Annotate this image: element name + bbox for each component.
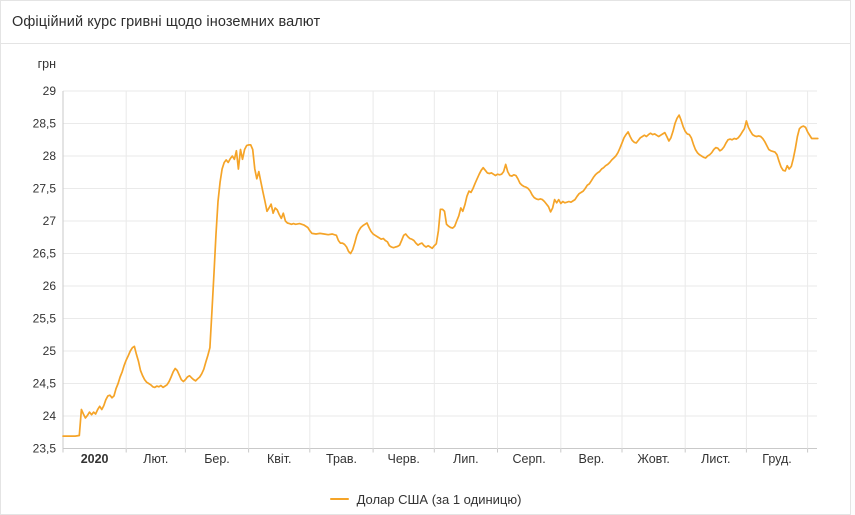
y-tick-label: 24,5 xyxy=(33,377,57,391)
legend-item-usd[interactable]: Долар США (за 1 одиницю) xyxy=(329,491,522,507)
x-tick-label: 2020 xyxy=(81,452,109,466)
x-tick-label: Вер. xyxy=(579,452,605,466)
y-tick-label: 27 xyxy=(43,214,57,228)
chart-title: Офіційний курс гривні щодо іноземних вал… xyxy=(12,14,321,30)
x-tick-label: Груд. xyxy=(762,452,791,466)
exchange-rate-chart[interactable]: 29 28,5 28 27,5 27 26,5 26 25,5 25 24,5 24 23,5 грн 2… xyxy=(1,44,850,484)
x-tick-label: Трав. xyxy=(326,452,357,466)
x-tick-label: Лют. xyxy=(143,452,168,466)
x-tick-label: Квіт. xyxy=(267,452,292,466)
legend-label: Долар США (за 1 одиницю) xyxy=(356,491,522,507)
y-tick-label: 28 xyxy=(43,149,57,163)
x-tick-label: Лист. xyxy=(701,452,730,466)
y-tick-label: 28,5 xyxy=(33,117,57,131)
x-tick-label: Бер. xyxy=(204,452,230,466)
y-tick-label: 27,5 xyxy=(33,182,57,196)
y-tick-label: 29 xyxy=(43,84,57,98)
y-tick-label: 25 xyxy=(43,344,57,358)
x-tick-label: Серп. xyxy=(513,452,546,466)
y-tick-label: 24 xyxy=(43,409,57,423)
legend: Долар США (за 1 одиницю) xyxy=(1,489,850,509)
chart-area: 29 28,5 28 27,5 27 26,5 26 25,5 25 24,5 24 23,5 грн 2… xyxy=(1,44,850,509)
y-tick-label: 26 xyxy=(43,279,57,293)
y-tick-label: 23,5 xyxy=(33,442,57,456)
x-tick-label: Лип. xyxy=(453,452,478,466)
y-axis-unit-label: грн xyxy=(38,57,57,71)
card-header: Офіційний курс гривні щодо іноземних вал… xyxy=(1,1,850,44)
line-dash-icon xyxy=(329,498,349,500)
x-tick-label: Жовт. xyxy=(637,452,670,466)
x-tick-label: Черв. xyxy=(388,452,420,466)
y-tick-label: 26,5 xyxy=(33,247,57,261)
y-tick-label: 25,5 xyxy=(33,312,57,326)
usd-rate-line[interactable] xyxy=(62,114,819,437)
